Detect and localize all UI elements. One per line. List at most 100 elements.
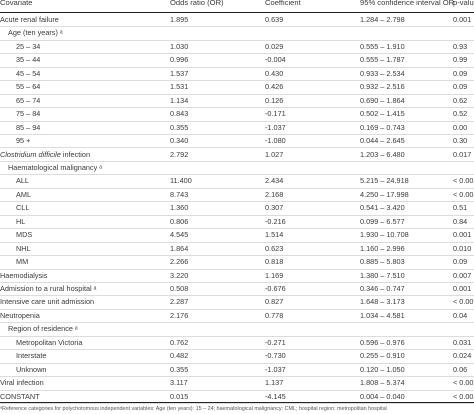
table-row: Intensive care unit admission 2.287 0.827 1…	[0, 295, 474, 310]
cell-odds-ratio: 2.176	[170, 310, 189, 320]
table-row: Clostridium difficile infection 2.792 1.02…	[0, 148, 474, 162]
row-label: 35 – 44	[16, 55, 41, 65]
row-label: ALL	[16, 176, 29, 186]
row-label: Interstate	[16, 351, 47, 361]
col-header-p-value: p-value	[453, 0, 474, 7]
row-label: AML	[16, 189, 32, 199]
table-row: Haemodialysis 3.220 1.169 1.380 – 7.510 0.00…	[0, 269, 474, 283]
cell-odds-ratio: 1.537	[170, 68, 189, 78]
table-row: 85 – 94 0.355 -1.037 0.169 – 0.743 0.00	[0, 121, 474, 136]
row-label: Unknown	[16, 364, 47, 374]
cell-ci: 1.284 – 2.798	[360, 15, 405, 24]
cell-odds-ratio: 1.360	[170, 203, 189, 213]
table-row: NHL 1.864 0.623 1.160 – 2.996 0.010	[0, 242, 474, 257]
row-label: MM	[16, 257, 29, 267]
row-label: 25 – 34	[16, 41, 41, 51]
row-label: CLL	[16, 203, 30, 213]
col-header-ci: 95% confidence interval OR	[360, 0, 455, 7]
cell-coefficient: -0.004	[265, 55, 286, 65]
row-label: Clostridium difficile infection	[0, 149, 91, 159]
cell-coefficient: 1.137	[265, 378, 284, 388]
table-footnote: ᵃReference categories for polychotomous …	[0, 406, 387, 412]
table-row: Interstate 0.482 -0.730 0.255 – 0.910 0.024	[0, 349, 474, 364]
cell-odds-ratio: 3.220	[170, 270, 189, 280]
cell-odds-ratio: 0.015	[170, 391, 189, 401]
row-label: 55 – 64	[16, 82, 41, 92]
cell-coefficient: 0.827	[265, 297, 284, 307]
cell-ci: 0.346 – 0.747	[360, 284, 405, 293]
table-row: MDS 4.545 1.514 1.930 – 10.708 0.001	[0, 228, 474, 243]
cell-coefficient: -0.271	[265, 337, 286, 347]
table-row: 75 – 84 0.843 -0.171 0.502 – 1.415 0.52	[0, 107, 474, 122]
cell-ci: 0.169 – 0.743	[360, 122, 405, 132]
cell-p-value: 0.010	[453, 243, 472, 253]
row-label: Haematological malignancy ᵃ	[8, 162, 102, 172]
cell-coefficient: 0.639	[265, 15, 284, 24]
cell-odds-ratio: 0.996	[170, 55, 189, 65]
cell-p-value: 0.04	[453, 310, 468, 320]
table-row: AML 8.743 2.168 4.250 – 17.998 < 0.001	[0, 188, 474, 203]
row-label: 75 – 84	[16, 109, 41, 119]
cell-coefficient: 1.169	[265, 270, 284, 280]
cell-coefficient: -0.216	[265, 216, 286, 226]
cell-p-value: 0.51	[453, 203, 468, 213]
table-row: 25 – 34 1.030 0.029 0.555 – 1.910 0.93	[0, 40, 474, 55]
cell-ci: 1.930 – 10.708	[360, 230, 409, 240]
cell-ci: 0.596 – 0.976	[360, 337, 405, 347]
cell-p-value: 0.62	[453, 95, 468, 105]
cell-odds-ratio: 2.792	[170, 149, 189, 159]
row-label: 85 – 94	[16, 122, 41, 132]
row-label: NHL	[16, 243, 31, 253]
cell-p-value: 0.00	[453, 122, 468, 132]
cell-p-value: 0.06	[453, 364, 468, 374]
row-label: Intensive care unit admission	[0, 297, 95, 307]
cell-coefficient: 2.434	[265, 176, 284, 186]
cell-ci: 0.044 – 2.645	[360, 136, 405, 146]
cell-ci: 1.380 – 7.510	[360, 270, 405, 280]
cell-coefficient: -0.171	[265, 109, 286, 119]
table-row: Admission to a rural hospital ᵃ 0.508 -0.6…	[0, 282, 474, 297]
cell-coefficient: 0.623	[265, 243, 284, 253]
cell-coefficient: 2.168	[265, 189, 284, 199]
cell-odds-ratio: 1.030	[170, 41, 189, 51]
row-label: Viral infection	[0, 378, 44, 388]
table-bottom-rule	[0, 402, 474, 403]
table-row: CLL 1.360 0.307 0.541 – 3.420 0.51	[0, 201, 474, 216]
cell-p-value: < 0.001	[453, 189, 474, 199]
cell-odds-ratio: 1.895	[170, 15, 189, 24]
cell-ci: 0.099 – 6.577	[360, 216, 405, 226]
cell-odds-ratio: 0.806	[170, 216, 189, 226]
table-row: 65 – 74 1.134 0.126 0.690 – 1.864 0.62	[0, 94, 474, 109]
cell-ci: 1.160 – 2.996	[360, 243, 405, 253]
cell-odds-ratio: 0.355	[170, 364, 189, 374]
cell-ci: 0.885 – 5.803	[360, 257, 405, 267]
cell-odds-ratio: 4.545	[170, 230, 189, 240]
table-row: 55 – 64 1.531 0.426 0.932 – 2.516 0.09	[0, 80, 474, 95]
table-row: ALL 11.400 2.434 5.215 – 24.918 < 0.001	[0, 174, 474, 189]
table-top-rule	[0, 12, 474, 13]
cell-ci: 0.932 – 2.516	[360, 82, 405, 92]
cell-coefficient: 0.126	[265, 95, 284, 105]
cell-p-value: 0.017	[453, 149, 472, 159]
cell-odds-ratio: 8.743	[170, 189, 189, 199]
col-header-coefficient: Coefficient	[265, 0, 301, 7]
table-row: CONSTANT 0.015 -4.145 0.004 – 0.040 < 0.001	[0, 390, 474, 405]
cell-coefficient: 0.778	[265, 310, 284, 320]
cell-ci: 0.541 – 3.420	[360, 203, 405, 213]
table-row: Unknown 0.355 -1.037 0.120 – 1.050 0.06	[0, 363, 474, 378]
table-row: 95 + 0.340 -1.080 0.044 – 2.645 0.30	[0, 134, 474, 149]
row-label: Metropolitan Victoria	[16, 337, 83, 347]
cell-odds-ratio: 3.117	[170, 378, 188, 388]
cell-coefficient: 0.818	[265, 257, 284, 267]
cell-coefficient: 0.430	[265, 68, 284, 78]
cell-p-value: < 0.001	[453, 378, 474, 388]
cell-ci: 5.215 – 24.918	[360, 176, 409, 186]
table-row: Viral infection 3.117 1.137 1.808 – 5.374 < …	[0, 376, 474, 391]
table-row: Neutropenia 2.176 0.778 1.034 – 4.581 0.04	[0, 309, 474, 324]
row-label: Acute renal failure	[0, 15, 59, 24]
cell-coefficient: -1.080	[265, 136, 286, 146]
row-label: 45 – 54	[16, 68, 41, 78]
cell-coefficient: -1.037	[265, 122, 286, 132]
row-label: MDS	[16, 230, 33, 240]
col-header-covariate: Covariate	[0, 0, 33, 7]
